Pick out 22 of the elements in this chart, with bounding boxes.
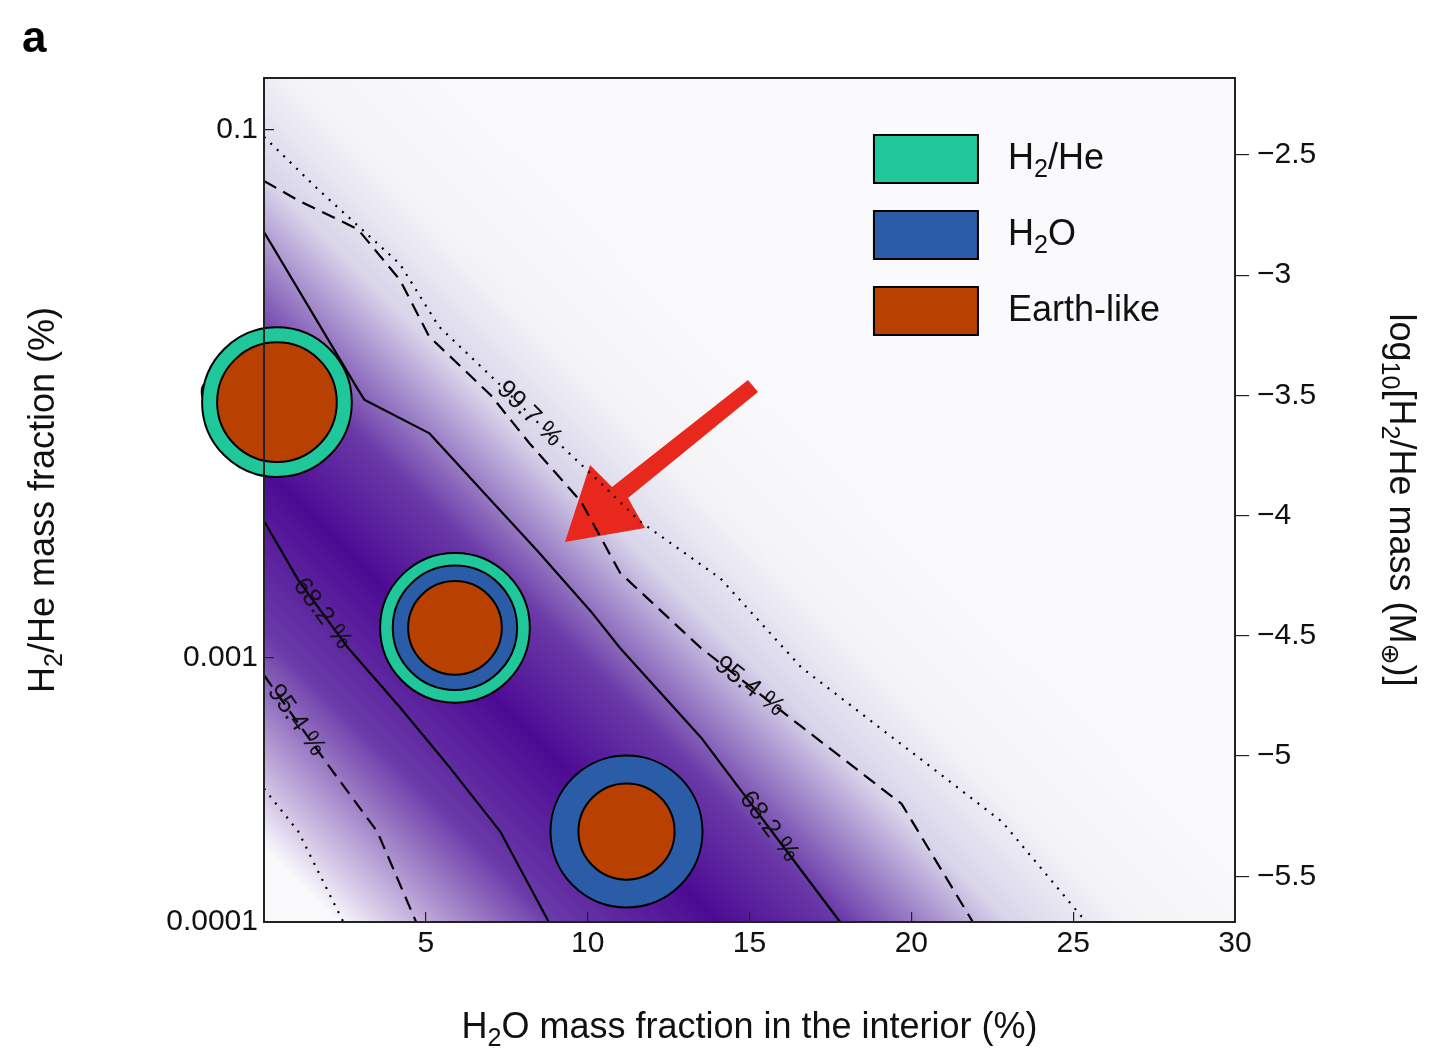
y2-tick-label: −2.5	[1257, 136, 1317, 170]
y-axis-title: H2/He mass fraction (%)	[20, 306, 67, 694]
y-tick-label: 0.1	[216, 111, 258, 144]
y-tick-label: 0.001	[182, 639, 258, 673]
annotation: 99.7 %	[491, 373, 570, 452]
x-tick-label: 25	[1056, 925, 1090, 959]
chart-title: a	[22, 12, 47, 62]
y2-tick-label: −3	[1257, 256, 1292, 290]
y2-tick-label: −4.5	[1257, 617, 1317, 651]
legend-label: Earth-like	[1007, 287, 1161, 329]
x-tick-label: 10	[570, 925, 605, 959]
y2-tick-label: −4	[1257, 496, 1292, 530]
y-tick-label: 0.0001	[166, 903, 258, 937]
y2-tick-label: −5.5	[1257, 857, 1317, 891]
x-tick-label: 5	[417, 925, 435, 959]
x-tick-label: 15	[732, 925, 767, 959]
y2-axis-title: log10[H2/He mass (M⊕)]	[1377, 313, 1424, 687]
annotation: 95.4 %	[709, 648, 792, 722]
x-tick-label: 20	[894, 925, 929, 959]
y2-tick-label: −5	[1257, 737, 1292, 771]
y2-tick-label: −3.5	[1257, 376, 1317, 410]
x-tick-label: 30	[1218, 925, 1252, 959]
